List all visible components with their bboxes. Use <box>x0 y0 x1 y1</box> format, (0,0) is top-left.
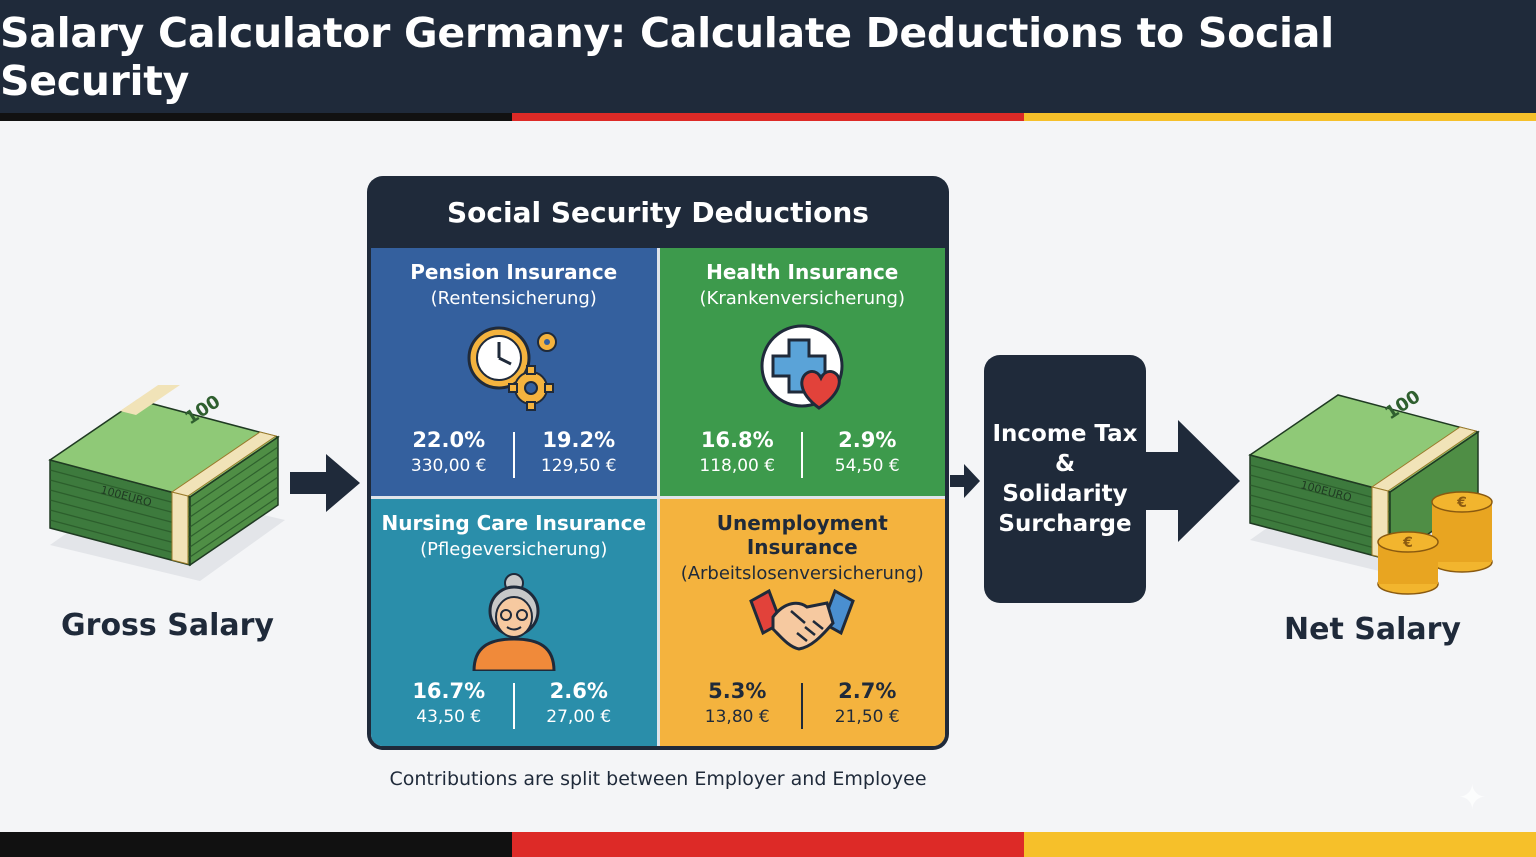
employee-rate: 2.7% <box>838 678 897 703</box>
clock-gears-icon <box>467 326 557 411</box>
stat-divider <box>512 682 515 729</box>
tax-line-1: Income Tax <box>992 421 1138 447</box>
cell-name: Unemployment Insurance <box>716 510 888 559</box>
employer-rate: 16.8% <box>700 428 774 452</box>
employer-amount: 43,50 € <box>416 706 482 727</box>
employer-amount: 118,00 € <box>699 456 776 476</box>
net-money-stack-icon: 100EURO 100 € € <box>1248 386 1493 595</box>
footnote: Contributions are split between Employer… <box>389 768 927 790</box>
coin-euro-symbol: € <box>1402 535 1413 551</box>
stat-divider <box>512 432 515 478</box>
flag-stripe-top <box>0 113 1536 121</box>
cell-subtitle: (Pflegeversicherung) <box>420 538 608 560</box>
tax-line-3: Solidarity <box>1002 481 1128 507</box>
page-title: Salary Calculator Germany: Calculate Ded… <box>0 8 1334 105</box>
cell-name: Nursing Care Insurance <box>381 510 647 535</box>
employee-amount: 27,00 € <box>546 706 612 727</box>
panel-title: Social Security Deductions <box>447 195 869 229</box>
gross-money-stack-icon: 100EURO 100 <box>48 385 285 581</box>
gross-salary-label: Gross Salary <box>61 608 274 643</box>
employee-rate: 19.2% <box>542 428 616 452</box>
pension-insurance-cell: Pension Insurance (Rentensicherung) 22.0… <box>371 248 657 496</box>
nursing-stats: 16.7% 43,50 € 2.6% 27,00 € <box>371 679 657 729</box>
employer-rate: 22.0% <box>412 428 486 452</box>
employee-amount: 129,50 € <box>540 456 617 476</box>
cell-subtitle: (Arbeitslosenversicherung) <box>680 562 924 584</box>
deductions-grid: Pension Insurance (Rentensicherung) 22.0… <box>371 248 945 746</box>
elderly-person-icon <box>472 572 556 671</box>
sparkle-icon: ✦ <box>1458 778 1487 818</box>
handshake-icon <box>749 588 856 651</box>
pension-stats: 22.0% 330,00 € 19.2% 129,50 € <box>371 428 657 478</box>
net-salary-label: Net Salary <box>1284 612 1461 647</box>
tax-line-4: Surcharge <box>998 511 1132 537</box>
arrow-right-small-icon <box>950 464 980 498</box>
employee-rate: 2.9% <box>838 428 897 452</box>
employee-amount: 21,50 € <box>834 706 900 727</box>
unemployment-stats: 5.3% 13,80 € 2.7% 21,50 € <box>660 679 946 729</box>
flag-stripe-bottom <box>0 832 1536 857</box>
header-bar: Salary Calculator Germany: Calculate Ded… <box>0 0 1536 113</box>
stat-divider <box>801 682 804 729</box>
income-tax-box: Income Tax & Solidarity Surcharge <box>984 355 1146 603</box>
stat-divider <box>801 432 804 478</box>
arrow-right-large-icon <box>1146 420 1240 542</box>
medical-cross-heart-icon <box>760 324 844 410</box>
employer-rate: 5.3% <box>708 678 767 703</box>
employer-rate: 16.7% <box>412 678 486 703</box>
coin-stack-icon <box>1377 491 1493 595</box>
arrow-right-icon <box>290 454 360 512</box>
employee-rate: 2.6% <box>549 678 608 703</box>
employee-amount: 54,50 € <box>834 456 900 476</box>
cell-subtitle: (Rentensicherung) <box>430 288 597 309</box>
health-insurance-cell: Health Insurance (Krankenversicherung) 1… <box>659 248 946 496</box>
cell-name: Health Insurance <box>706 260 899 284</box>
cell-subtitle: (Krankenversicherung) <box>699 288 905 309</box>
cell-name: Pension Insurance <box>410 260 618 284</box>
employer-amount: 13,80 € <box>704 706 770 727</box>
unemployment-insurance-cell: Unemployment Insurance (Arbeitslosenvers… <box>659 498 946 746</box>
social-security-panel: Social Security Deductions Pension Insur… <box>367 176 949 750</box>
nursing-care-insurance-cell: Nursing Care Insurance (Pflegeversicheru… <box>371 498 657 746</box>
coin-euro-symbol: € <box>1456 495 1467 511</box>
tax-line-2: & <box>1054 451 1076 477</box>
employer-amount: 330,00 € <box>410 456 487 476</box>
health-stats: 16.8% 118,00 € 2.9% 54,50 € <box>660 428 946 478</box>
